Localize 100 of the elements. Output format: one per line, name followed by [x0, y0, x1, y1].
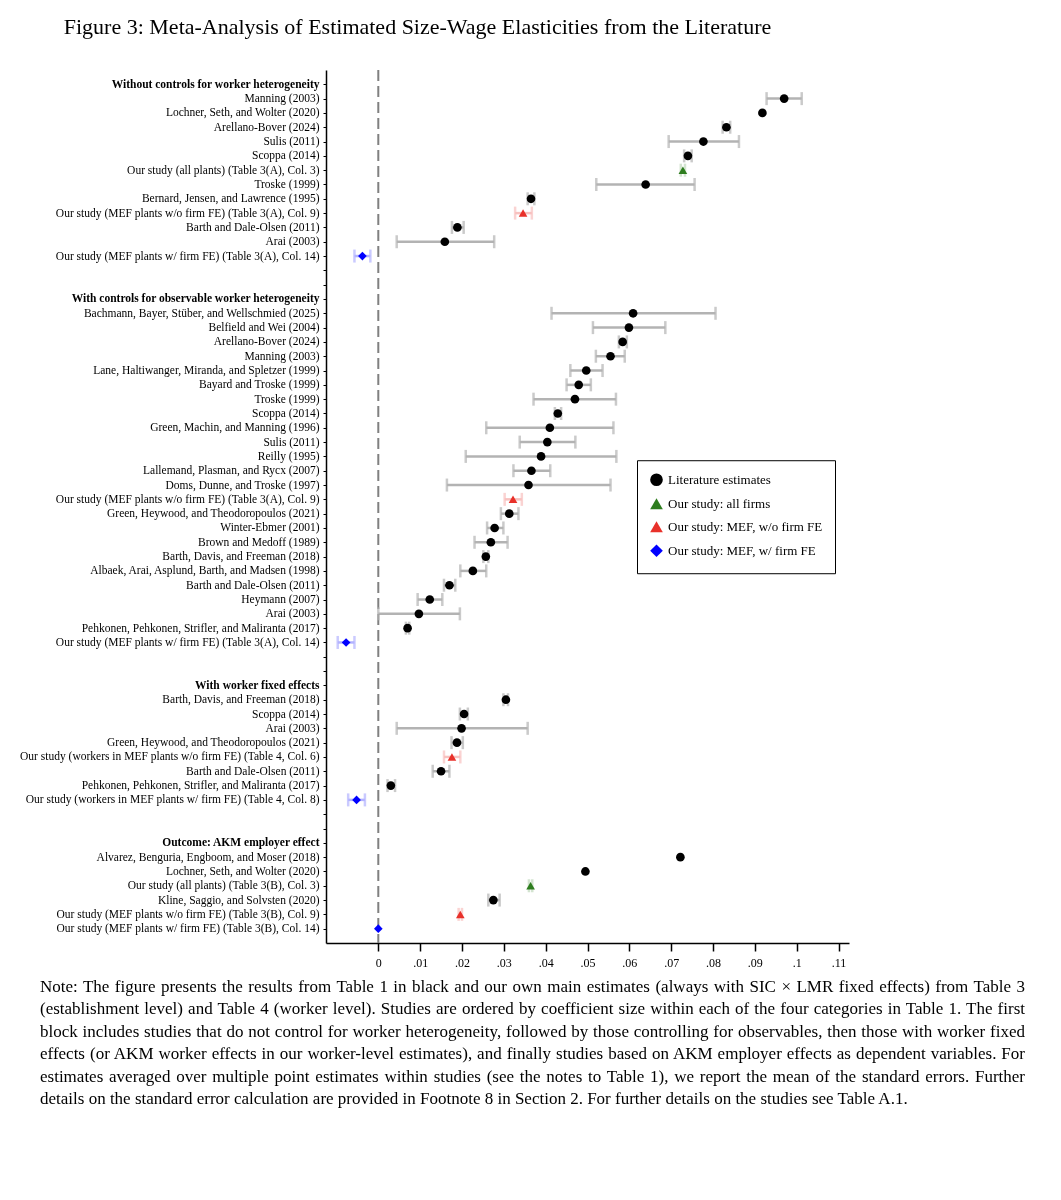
y-tick-label: Brown and Medoff (1989) [198, 535, 320, 549]
y-tick-label: Bernard, Jensen, and Lawrence (1995) [141, 192, 320, 206]
point [758, 108, 767, 118]
y-tick-label: Winter-Ebmer (2001) [220, 521, 320, 535]
x-tick-label: 0 [375, 955, 382, 970]
y-tick-label: Outcome: AKM employer effect [162, 836, 320, 850]
x-tick-label: .07 [664, 955, 680, 970]
legend-label: Our study: MEF, w/ firm FE [668, 542, 816, 558]
y-tick-label: Scoppa (2014) [252, 707, 320, 721]
y-tick-label: Sulis (2011) [263, 435, 320, 449]
y-tick-label: Manning (2003) [244, 92, 320, 106]
y-tick-label: Doms, Dunne, and Troske (1997) [165, 478, 320, 492]
y-tick-label: With controls for observable worker heterogeneity [71, 292, 320, 306]
x-tick-label: .02 [454, 955, 470, 970]
y-tick-label: Our study (all plants) (Table 3(A), Col. 3) [127, 163, 320, 177]
point [536, 452, 546, 461]
y-tick-label: Troske (1999) [254, 392, 320, 406]
point [543, 437, 552, 447]
y-tick-label: Troske (1999) [254, 177, 320, 191]
point [545, 423, 555, 433]
point [641, 180, 650, 189]
y-tick-label: Pehkonen, Pehkonen, Strifler, and Maliranta (2017) [81, 779, 320, 793]
point [628, 308, 638, 318]
point [436, 766, 446, 776]
y-tick-label: Our study (MEF plants w/ firm FE) (Table 3(A), Col. 14) [55, 635, 320, 649]
point [414, 609, 424, 619]
y-tick-label: Our study (workers in MEF plants w/ firm FE) (Table 4, Col. 8) [25, 793, 320, 807]
point [581, 366, 591, 375]
y-tick-label: Our study (MEF plants w/o firm FE) (Table 3(A), Col. 9) [55, 492, 320, 506]
point [486, 537, 496, 547]
point [518, 209, 528, 217]
legend-label: Our study: all firms [668, 495, 771, 511]
y-tick-label: Bayard and Troske (1999) [199, 378, 320, 392]
y-tick-label: Scoppa (2014) [252, 149, 320, 163]
point [508, 495, 518, 504]
point [447, 753, 457, 761]
point [570, 394, 580, 404]
point [574, 380, 584, 390]
y-tick-label: Belfield and Wei (2004) [208, 321, 320, 335]
y-tick-label: Scoppa (2014) [252, 406, 320, 420]
y-tick-label: Our study (all plants) (Table 3(B), Col. 3) [127, 879, 320, 893]
y-tick-label: Lallemand, Plasman, and Rycx (2007) [143, 464, 320, 478]
y-tick-label: Manning (2003) [244, 349, 320, 363]
y-tick-label: Green, Machin, and Manning (1996) [150, 421, 320, 435]
y-tick-label: Arellano-Bover (2024) [213, 335, 320, 349]
point [624, 323, 634, 332]
y-tick-label: Lane, Haltiwanger, Miranda, and Spletzer (1999) [93, 364, 320, 378]
point [468, 566, 478, 576]
y-tick-label: With worker fixed effects [195, 678, 321, 691]
y-tick-label: Kline, Saggio, and Solvsten (2020) [157, 893, 320, 907]
point [527, 466, 536, 476]
y-tick-label: Lochner, Seth, and Wolter (2020) [165, 864, 320, 878]
y-tick-label: Our study (MEF plants w/o firm FE) (Table 3(B), Col. 9) [56, 907, 320, 921]
y-tick-label: Reilly (1995) [257, 449, 320, 463]
point [779, 94, 789, 103]
y-tick-label: Arai (2003) [265, 607, 320, 621]
point [524, 480, 533, 490]
point [490, 523, 499, 533]
y-tick-label: Arellano-Bover (2024) [213, 120, 320, 134]
x-tick-label: .09 [747, 955, 763, 970]
x-tick-label: .05 [580, 955, 596, 970]
point [440, 237, 450, 247]
y-tick-label: Heymann (2007) [241, 593, 320, 607]
y-tick-label: Albaek, Arai, Asplund, Barth, and Madsen (1998) [90, 564, 320, 578]
y-tick-label: Our study (workers in MEF plants w/o firm FE) (Table 4, Col. 6) [20, 750, 320, 764]
y-tick-label: Our study (MEF plants w/ firm FE) (Table 3(B), Col. 14) [56, 922, 320, 936]
y-tick-label: Lochner, Seth, and Wolter (2020) [165, 106, 320, 120]
y-tick-label: Green, Heywood, and Theodoropoulos (2021) [107, 736, 320, 750]
chart-title: Figure 3: Meta-Analysis of Estimated Size-Wage Elasticities from the Literature [63, 14, 772, 39]
y-tick-label: Arai (2003) [265, 721, 320, 735]
point [373, 924, 383, 934]
x-tick-label: .11 [831, 955, 847, 970]
y-tick-label: Barth and Dale-Olsen (2011) [186, 220, 320, 234]
y-tick-label: Our study (MEF plants w/o firm FE) (Table 3(A), Col. 9) [55, 206, 320, 220]
x-tick-label: .01 [413, 955, 429, 970]
legend-label: Our study: MEF, w/o firm FE [668, 518, 823, 534]
point [581, 867, 590, 876]
y-tick-label: Barth and Dale-Olsen (2011) [186, 764, 320, 778]
y-tick-label: Bachmann, Bayer, Stüber, and Wellschmied (2025) [83, 306, 320, 320]
text: Note: The figure presents the results from Table 1 in black and our own main estimates (always with SIC × LMR fixed effects) from Table 3 (establishment level) and Table 4 (worker level). Studies are ordered by coefficient size within each of the four categories in Table 1. The first block includes studies that do not control for worker heterogeneity, followed by those controlling for observables, then those with worker fixed effects (or AKM worker effects in our worker-level estimates), and finally studies based on AKM employer effects as dependent variables. For estimates averaged over multiple point estimates within studies (see the notes to Table 1), we report the mean of the standard errors. Further details on the standard error calculation are provided in Footnote 8 in Section 2. For further details on the studies see Table A.1. [40, 976, 1025, 1111]
y-tick-label: Without controls for worker heterogeneity [111, 77, 320, 91]
y-tick-label: Sulis (2011) [263, 135, 320, 149]
y-tick-label: Alvarez, Benguria, Engboom, and Moser (2018) [96, 850, 320, 864]
point [425, 595, 435, 604]
y-tick-label: Barth, Davis, and Freeman (2018) [162, 693, 320, 707]
x-tick-label: .03 [496, 955, 512, 970]
x-tick-label: .06 [622, 955, 638, 970]
y-tick-label: Pehkonen, Pehkonen, Strifler, and Maliranta (2017) [81, 621, 320, 635]
y-tick-label: Barth, Davis, and Freeman (2018) [162, 550, 320, 564]
point [457, 724, 466, 733]
y-tick-label: Our study (MEF plants w/ firm FE) (Table 3(A), Col. 14) [55, 249, 320, 263]
y-tick-label: Barth and Dale-Olsen (2011) [186, 578, 320, 592]
x-tick-label: .04 [538, 955, 554, 970]
x-tick-label: .08 [706, 955, 722, 970]
point [676, 852, 685, 862]
legend-label: Literature estimates [668, 471, 771, 487]
x-tick-label: .1 [792, 955, 802, 970]
point [504, 509, 514, 518]
y-tick-label: Green, Heywood, and Theodoropoulos (2021) [107, 507, 320, 521]
point [606, 351, 615, 361]
